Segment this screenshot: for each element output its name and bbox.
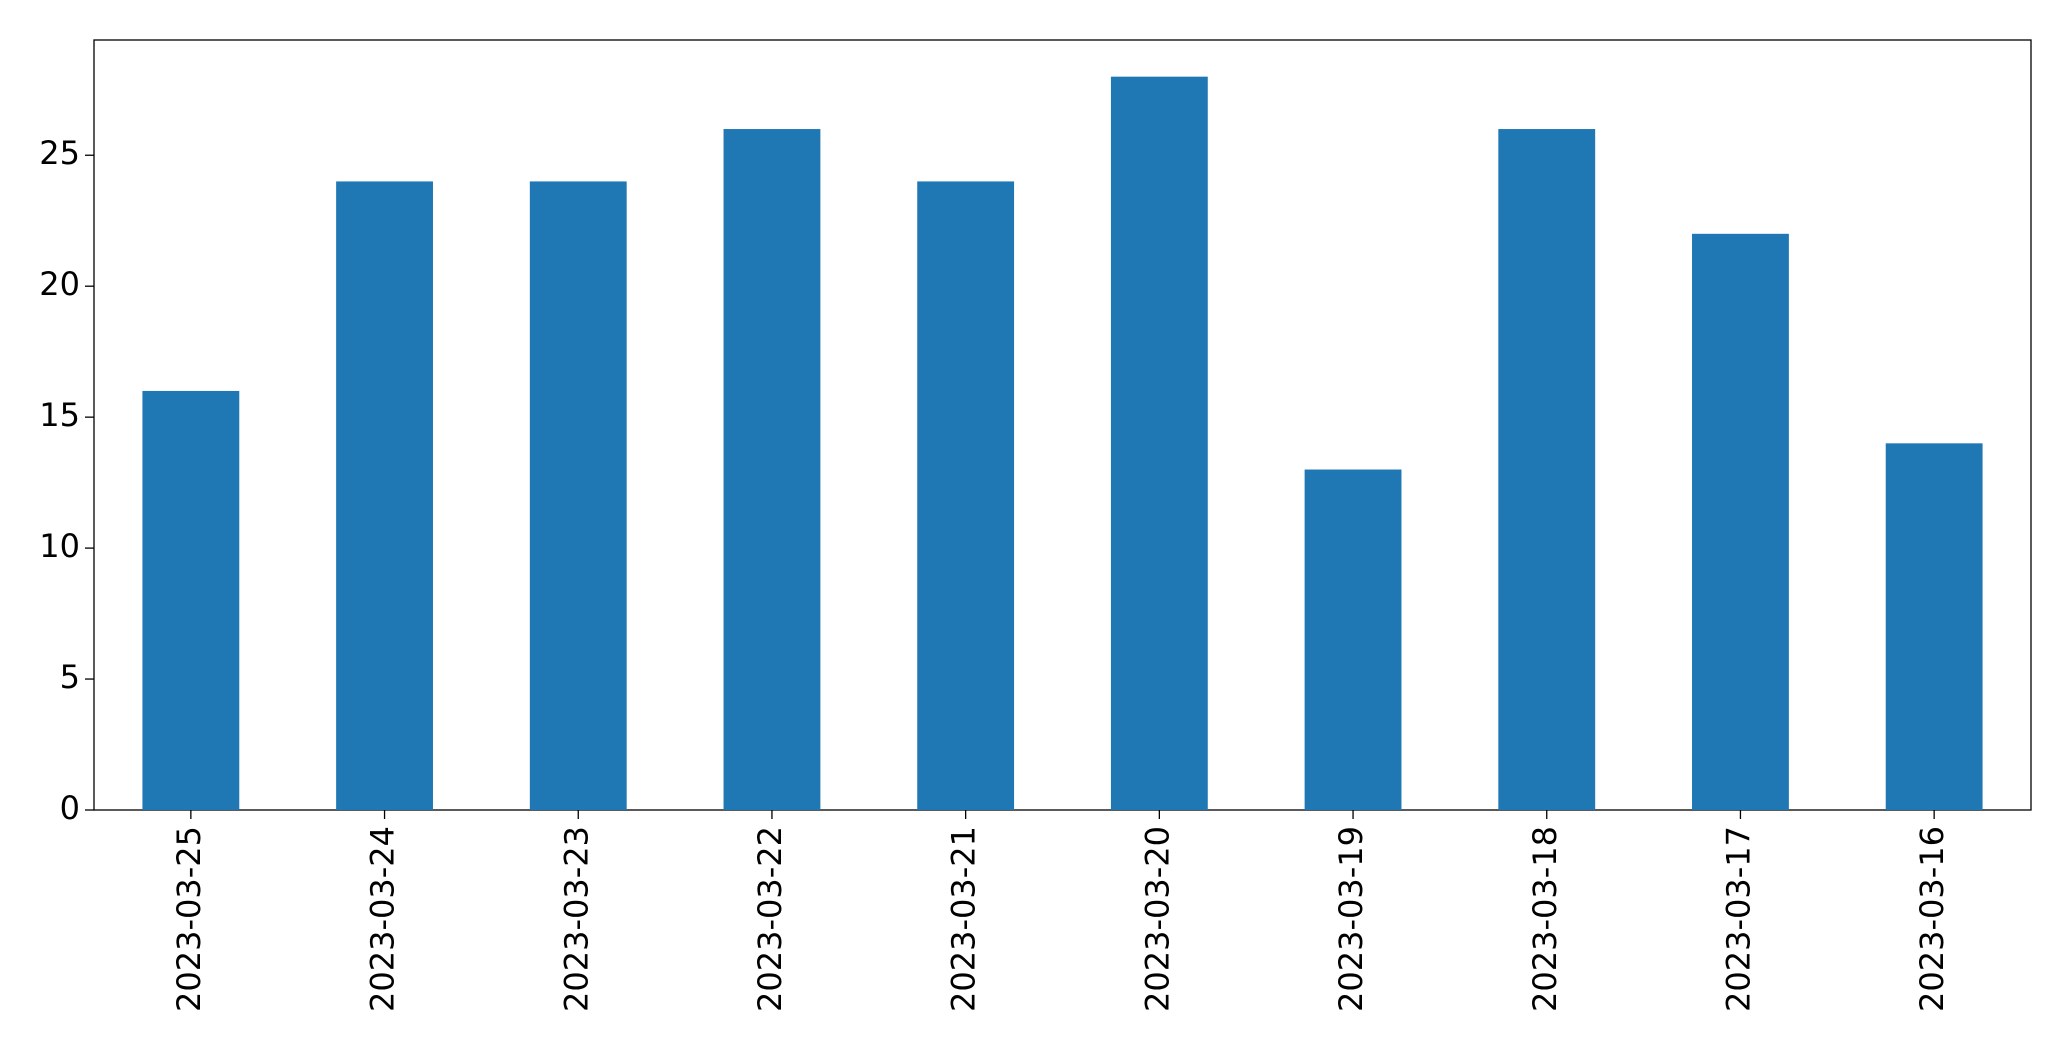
y-tick-label: 5 <box>60 658 80 696</box>
bar <box>142 390 240 810</box>
plot-frame <box>93 39 2032 811</box>
bar <box>1498 129 1596 811</box>
y-tick-label: 0 <box>60 789 80 827</box>
bar <box>1110 76 1208 810</box>
y-tick-label: 15 <box>39 396 80 434</box>
y-tick-label: 25 <box>39 134 80 172</box>
x-tick-label: 2023-03-21 <box>945 826 983 1012</box>
bar <box>1692 233 1789 811</box>
bar <box>917 181 1015 810</box>
bar <box>1885 443 1983 810</box>
bar <box>529 181 627 810</box>
x-tick-label: 2023-03-20 <box>1138 826 1176 1012</box>
x-tick-label: 2023-03-22 <box>751 826 789 1012</box>
x-tick-label: 2023-03-19 <box>1332 826 1370 1012</box>
bar <box>336 181 433 810</box>
x-tick-label: 2023-03-23 <box>557 826 595 1012</box>
x-tick-label: 2023-03-17 <box>1719 826 1757 1012</box>
bar <box>1304 469 1402 810</box>
x-tick-label: 2023-03-25 <box>170 826 208 1012</box>
x-tick-label: 2023-03-16 <box>1913 826 1951 1012</box>
y-tick-label: 20 <box>39 265 80 303</box>
x-tick-label: 2023-03-24 <box>364 826 402 1012</box>
x-tick-label: 2023-03-18 <box>1526 826 1564 1012</box>
bar <box>723 129 821 811</box>
y-tick-label: 10 <box>39 527 80 565</box>
